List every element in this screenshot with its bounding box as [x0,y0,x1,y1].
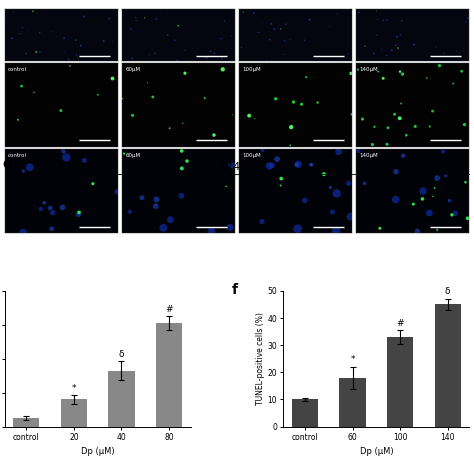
Text: δ: δ [118,350,124,359]
Text: 140μM: 140μM [359,66,378,72]
Text: *: * [350,355,355,364]
X-axis label: Dp (μM): Dp (μM) [360,447,393,456]
Bar [292,400,318,427]
Text: 60μM: 60μM [125,153,140,158]
Text: 60μM: 60μM [125,66,140,72]
Text: *: * [72,383,76,392]
Y-axis label: TUNEL-positive cells (%): TUNEL-positive cells (%) [255,312,264,405]
Text: #: # [165,305,173,314]
Bar [61,400,87,427]
Text: 100μM: 100μM [242,153,261,158]
Text: control: control [8,66,27,72]
Text: f: f [231,283,237,297]
X-axis label: Dp (μM): Dp (μM) [81,447,114,456]
Text: control: control [8,153,27,158]
Bar [339,378,365,427]
Point [225,179,232,187]
Text: d: d [2,156,12,171]
Text: #: # [396,319,404,328]
Point [272,8,279,16]
Bar [109,371,135,427]
Bar [435,304,461,427]
Text: 140μM: 140μM [359,153,378,158]
Text: BT474: BT474 [220,162,254,172]
Bar [387,337,413,427]
Text: δ: δ [445,287,450,296]
Bar [156,323,182,427]
Bar [13,418,39,427]
Text: 100μM: 100μM [242,66,261,72]
